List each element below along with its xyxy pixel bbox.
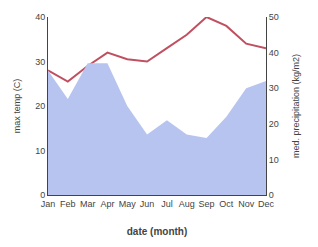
svg-text:40: 40	[269, 48, 279, 58]
svg-text:Apr: Apr	[100, 199, 114, 209]
svg-text:Jul: Jul	[161, 199, 173, 209]
svg-text:med. precipitation (kg/m2): med. precipitation (kg/m2)	[291, 54, 301, 158]
svg-text:40: 40	[35, 12, 45, 22]
svg-text:50: 50	[269, 12, 279, 22]
svg-text:20: 20	[35, 101, 45, 111]
svg-text:Oct: Oct	[219, 199, 234, 209]
svg-text:Sep: Sep	[199, 199, 215, 209]
svg-text:Jun: Jun	[140, 199, 155, 209]
svg-text:Aug: Aug	[179, 199, 195, 209]
svg-text:0: 0	[269, 190, 274, 200]
svg-text:Nov: Nov	[238, 199, 255, 209]
svg-text:10: 10	[269, 155, 279, 165]
svg-text:Mar: Mar	[80, 199, 96, 209]
svg-text:30: 30	[35, 57, 45, 67]
svg-text:20: 20	[269, 119, 279, 129]
svg-text:max temp (C): max temp (C)	[12, 79, 22, 134]
svg-text:date (month): date (month)	[127, 226, 188, 237]
svg-text:0: 0	[40, 190, 45, 200]
svg-text:10: 10	[35, 146, 45, 156]
svg-text:May: May	[119, 199, 137, 209]
svg-text:30: 30	[269, 83, 279, 93]
svg-text:Dec: Dec	[258, 199, 275, 209]
svg-text:Feb: Feb	[60, 199, 76, 209]
svg-text:Jan: Jan	[41, 199, 56, 209]
